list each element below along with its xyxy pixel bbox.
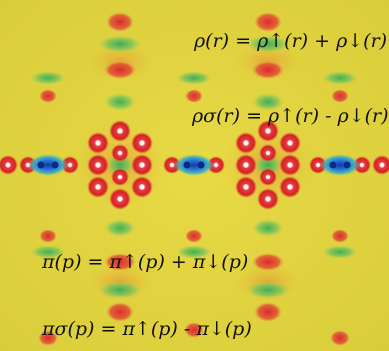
green-lobes [30,35,358,299]
atom-ring-left [87,120,153,210]
equation-pi-spin: πσ(p) = π↑(p) - π↓(p) [42,318,252,340]
atom-ring-right [235,120,301,210]
equation-rho-spin: ρσ(r) = ρ↑(r) - ρ↓(r) [192,105,389,127]
equation-rho-total: ρ(r) = ρ↑(r) + ρ↓(r) [194,30,388,52]
equation-pi-total: π(p) = π↑(p) + π↓(p) [42,251,249,273]
blue-dimers [28,154,360,176]
red-lobes [38,12,350,346]
